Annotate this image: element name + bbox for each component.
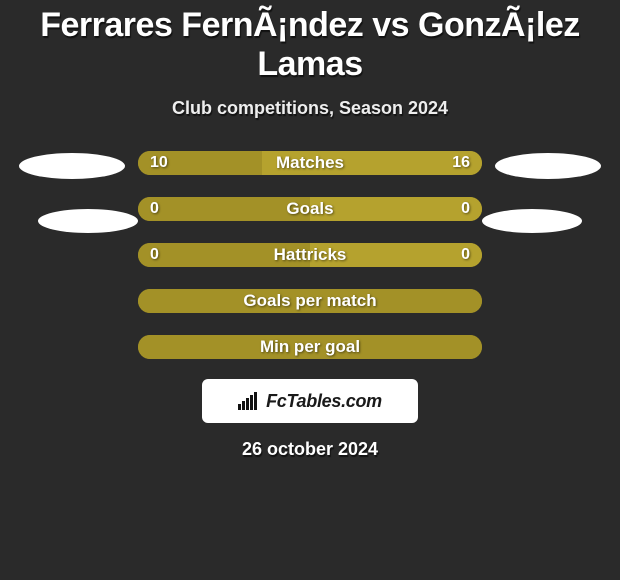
- page-subtitle: Club competitions, Season 2024: [0, 98, 620, 119]
- date-label: 26 october 2024: [0, 439, 620, 460]
- stat-bar: Goals per match: [138, 289, 482, 313]
- comparison-card: Ferrares FernÃ¡ndez vs GonzÃ¡lez Lamas C…: [0, 0, 620, 460]
- stat-value-right: 0: [461, 243, 470, 267]
- left-ellipses-col: [18, 151, 138, 233]
- decor-ellipse: [38, 209, 138, 233]
- stat-value-left: 10: [150, 151, 168, 175]
- bars-column: 1016Matches00Goals00HattricksGoals per m…: [138, 151, 482, 359]
- stat-bar: 00Hattricks: [138, 243, 482, 267]
- page-title: Ferrares FernÃ¡ndez vs GonzÃ¡lez Lamas: [0, 6, 620, 84]
- stat-value-left: 0: [150, 197, 159, 221]
- decor-ellipse: [19, 153, 125, 179]
- stat-value-left: 0: [150, 243, 159, 267]
- stat-value-right: 0: [461, 197, 470, 221]
- stat-bar: 1016Matches: [138, 151, 482, 175]
- source-badge-text: FcTables.com: [266, 391, 382, 412]
- decor-ellipse: [482, 209, 582, 233]
- stat-bar: Min per goal: [138, 335, 482, 359]
- stat-bar: 00Goals: [138, 197, 482, 221]
- decor-ellipse: [495, 153, 601, 179]
- right-ellipses-col: [482, 151, 602, 233]
- stat-value-right: 16: [452, 151, 470, 175]
- chart-bars-icon: [238, 392, 260, 410]
- chart-area: 1016Matches00Goals00HattricksGoals per m…: [0, 151, 620, 359]
- source-badge[interactable]: FcTables.com: [202, 379, 418, 423]
